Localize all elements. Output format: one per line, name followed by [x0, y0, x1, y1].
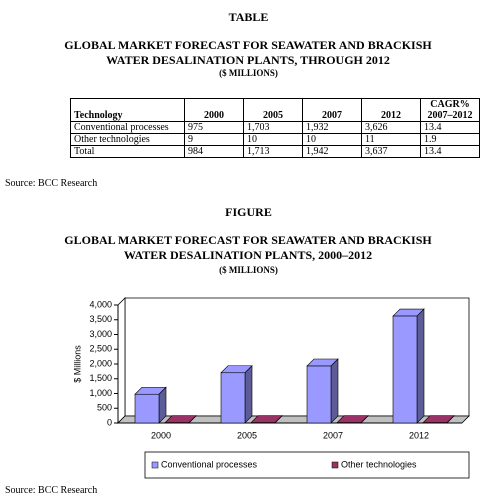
table-cell: 10 — [302, 133, 362, 146]
y-tick-label: 3,500 — [89, 314, 112, 324]
x-tick-label: 2012 — [409, 430, 429, 440]
y-tick-label: 1,000 — [89, 388, 112, 398]
bar-side — [244, 365, 253, 424]
table-row: Other technologies 9 10 10 11 1.9 — [70, 133, 480, 146]
legend-label: Conventional processes — [161, 459, 258, 469]
source: Source: BCC Research — [5, 178, 98, 189]
table-cell: 975 — [184, 121, 244, 134]
legend-swatch — [151, 461, 159, 469]
bar-front — [134, 393, 160, 424]
x-tick-label: 2007 — [323, 430, 343, 440]
table-cell: Other technologies — [70, 133, 185, 146]
x-tick-label: 2000 — [151, 430, 171, 440]
table-subtitle: ($ MILLIONS) — [219, 68, 278, 78]
header-cell: 2000 — [184, 98, 244, 122]
table-cell: Total — [70, 145, 185, 158]
header-cell: 2007 — [302, 98, 362, 122]
y-tick-label: 500 — [97, 403, 112, 413]
bar — [392, 308, 425, 424]
chart-subtitle: ($ MILLIONS) — [219, 265, 278, 275]
chart-title: GLOBAL MARKET FORECAST FOR SEAWATER AND … — [64, 233, 432, 262]
table-cell: 1,942 — [302, 145, 362, 158]
y-tick-label: 2,000 — [89, 358, 112, 368]
y-axis-label: $ Millions — [72, 345, 82, 383]
y-tick-label: 0 — [107, 417, 112, 427]
header-cell: CAGR% 2007–2012 — [420, 98, 480, 122]
figure-heading: FIGURE — [225, 205, 272, 219]
bar-front — [392, 315, 418, 424]
table-row: Conventional processes 975 1,703 1,932 3,626… — [70, 121, 480, 134]
chart: 0 500 1,000 1,500 2,000 2,500 3,000 3,500 4,000 $… — [72, 297, 470, 479]
table-cell: 3,626 — [361, 121, 421, 134]
table-cell: 13.4 — [420, 121, 480, 134]
x-tick-label: 2005 — [237, 430, 257, 440]
table-cell: 3,637 — [361, 145, 421, 158]
y-tick-label: 1,500 — [89, 373, 112, 383]
table-cell: 10 — [243, 133, 303, 146]
table-cell: 11 — [361, 133, 421, 146]
bar-side — [416, 308, 425, 424]
bar-front — [306, 365, 332, 424]
table-cell: 1,703 — [243, 121, 303, 134]
legend-box — [144, 451, 470, 479]
table-cell: 1,932 — [302, 121, 362, 134]
bar-side — [330, 358, 339, 424]
table-heading: TABLE — [228, 10, 269, 24]
table-cell: 984 — [184, 145, 244, 158]
side-wall — [117, 297, 126, 424]
bar — [134, 386, 167, 424]
bar-front — [220, 372, 246, 424]
source: Source: BCC Research — [5, 485, 98, 496]
table-title: GLOBAL MARKET FORECAST FOR SEAWATER AND … — [64, 38, 432, 67]
table-row: Total 984 1,713 1,942 3,637 13.4 — [70, 145, 480, 158]
y-tick-label: 2,500 — [89, 344, 112, 354]
bar — [422, 414, 455, 424]
bar — [250, 414, 283, 424]
table-cell: 9 — [184, 133, 244, 146]
bar — [336, 414, 369, 424]
table-cell: Conventional processes — [70, 121, 185, 134]
y-tick-label: 3,000 — [89, 329, 112, 339]
y-tick-label: 4,000 — [89, 299, 112, 309]
bar — [306, 358, 339, 424]
table-cell: 1,713 — [243, 145, 303, 158]
header-cell: Technology — [70, 98, 185, 122]
data-table: Technology 2000 2005 2007 2012 CAGR% 2007–201… — [70, 98, 480, 158]
header-row: Technology 2000 2005 2007 2012 CAGR% 2007–201… — [70, 98, 480, 122]
legend-label: Other technologies — [341, 459, 417, 469]
legend-swatch — [331, 461, 339, 469]
header-cell: 2005 — [243, 98, 303, 122]
table-cell: 1.9 — [420, 133, 480, 146]
table-cell: 13.4 — [420, 145, 480, 158]
bar — [220, 365, 253, 424]
header-cell: 2012 — [361, 98, 421, 122]
bar — [164, 415, 197, 424]
